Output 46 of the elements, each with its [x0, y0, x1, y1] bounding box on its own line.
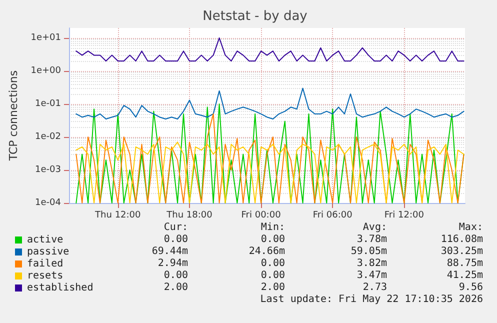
text: 0.00: [260, 234, 285, 245]
line-series: [76, 88, 464, 120]
text: 88.75m: [446, 258, 483, 269]
text: 0.00: [164, 234, 188, 245]
legend-label: passive: [27, 246, 70, 258]
text: 303.25m: [440, 246, 483, 257]
text: 3.78m: [356, 234, 387, 245]
x-tick-label: Thu 12:00: [94, 210, 142, 220]
legend-label: resets: [27, 270, 64, 282]
text: Min:: [260, 222, 285, 233]
text: Avg:: [362, 222, 387, 233]
text: 59.05m: [350, 246, 387, 257]
legend-label: established: [27, 282, 94, 294]
text: 3.82m: [356, 258, 387, 269]
y-tick-label: 1e+00: [30, 66, 62, 76]
x-tick-label: Fri 12:00: [384, 210, 424, 220]
y-tick-label: 1e-02: [35, 132, 61, 142]
x-tick-label: Fri 00:00: [241, 210, 282, 220]
text: 24.66m: [248, 246, 285, 257]
text: 3.47m: [356, 270, 387, 281]
legend-label: failed: [27, 258, 64, 270]
text: 0.00: [260, 270, 285, 281]
y-tick-label: 1e-04: [35, 198, 62, 208]
line-series: [76, 37, 464, 62]
text: 2.73: [362, 282, 387, 293]
text: 41.25m: [446, 270, 483, 281]
y-tick-label: 1e-01: [35, 98, 61, 109]
text: 9.56: [458, 282, 483, 293]
text: Last update: Fri May 22 17:10:35 2026: [260, 294, 483, 305]
y-tick-label: 1e+01: [30, 32, 61, 43]
x-tick-label: Thu 18:00: [166, 210, 213, 220]
chart-title: Netstat - by day: [202, 9, 308, 24]
line-series: [76, 142, 464, 204]
x-tick-label: Fri 06:00: [312, 210, 353, 220]
text: 0.00: [164, 270, 188, 281]
legend-label: active: [27, 234, 64, 246]
text: 0.00: [260, 258, 285, 269]
text: 2.94m: [158, 258, 188, 269]
text: 69.44m: [152, 246, 188, 257]
text: Cur:: [164, 222, 188, 233]
text: 116.08m: [440, 234, 483, 245]
text: Max:: [458, 222, 483, 233]
y-tick-label: 1e-03: [35, 164, 61, 175]
y-axis-title: TCP connections: [7, 70, 20, 162]
text: 2.00: [260, 282, 285, 293]
text: 2.00: [164, 282, 188, 293]
